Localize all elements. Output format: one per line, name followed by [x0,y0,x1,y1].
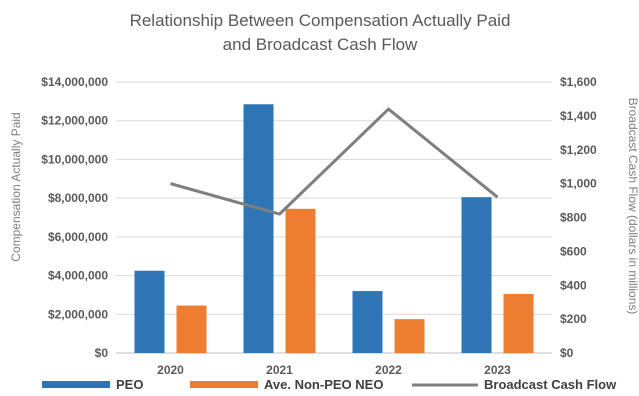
y2-tick-label: $0 [560,346,574,360]
y2-tick-label: $1,400 [560,109,597,123]
y-tick-label: $14,000,000 [41,75,108,89]
cash-flow-line [170,107,499,216]
left-axis-ticks: $0 $2,000,000 $4,000,000 $6,000,000 $8,000,0… [41,75,108,360]
legend-label-peo: PEO [116,377,143,392]
y2-tick-label: $1,200 [560,143,597,157]
legend-swatch-peo [42,381,110,388]
bar-ave-non-peo-neo-2020 [176,305,207,353]
legend-label-non-peo-neo: Ave. Non-PEO NEO [264,377,383,392]
y2-tick-label: $800 [560,211,587,225]
legend: PEO Ave. Non-PEO NEO Broadcast Cash Flow [42,377,617,392]
line-series-broadcast-cash-flow [170,107,499,216]
bars [134,104,534,353]
legend-swatch-non-peo-neo [190,381,258,388]
x-axis-ticks: 2020 2021 2022 2023 [157,363,511,377]
bar-ave-non-peo-neo-2021 [285,208,316,353]
y-tick-label: $4,000,000 [48,269,108,283]
y-tick-label: $2,000,000 [48,307,108,321]
y2-tick-label: $1,000 [560,177,597,191]
y2-axis-title: Broadcast Cash Flow (dollars in millions… [626,98,639,315]
y-tick-label: $6,000,000 [48,230,108,244]
bar-peo-2023 [461,197,492,353]
bar-ave-non-peo-neo-2022 [394,319,425,353]
y2-tick-label: $1,600 [560,75,597,89]
y-axis-title: Compensation Actually Paid [9,112,23,261]
x-tick-label: 2023 [484,363,511,377]
y2-tick-label: $200 [560,312,587,326]
chart-title-line-2: and Broadcast Cash Flow [223,35,418,54]
bar-peo-2021 [243,104,274,353]
y-tick-label: $8,000,000 [48,191,108,205]
chart-title-line-1: Relationship Between Compensation Actual… [130,11,511,30]
bar-ave-non-peo-neo-2023 [503,293,534,353]
y2-tick-label: $600 [560,244,587,258]
x-tick-label: 2021 [266,363,293,377]
x-tick-label: 2022 [375,363,402,377]
legend-label-cash-flow: Broadcast Cash Flow [484,377,617,392]
y-tick-label: $0 [95,346,109,360]
y2-tick-label: $400 [560,278,587,292]
bar-peo-2020 [134,270,165,353]
x-tick-label: 2020 [157,363,184,377]
right-axis-ticks: $0 $200 $400 $600 $800 $1,000 $1,200 $1,400 $1,6… [560,75,597,360]
y-tick-label: $12,000,000 [41,114,108,128]
bar-peo-2022 [352,291,383,353]
y-tick-label: $10,000,000 [41,152,108,166]
